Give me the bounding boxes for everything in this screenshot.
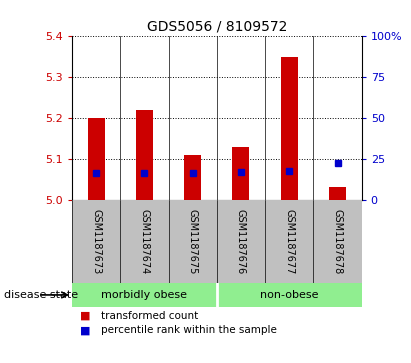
- Text: transformed count: transformed count: [101, 311, 198, 321]
- Bar: [281, 57, 298, 200]
- Text: GSM1187675: GSM1187675: [188, 209, 198, 274]
- Text: percentile rank within the sample: percentile rank within the sample: [101, 325, 277, 335]
- Text: morbidly obese: morbidly obese: [102, 290, 187, 300]
- Bar: [136, 110, 153, 200]
- Bar: [329, 187, 346, 200]
- Text: non-obese: non-obese: [260, 290, 319, 300]
- Text: GSM1187673: GSM1187673: [91, 209, 101, 274]
- Text: GSM1187676: GSM1187676: [236, 209, 246, 274]
- Bar: [233, 147, 249, 200]
- Title: GDS5056 / 8109572: GDS5056 / 8109572: [147, 20, 287, 34]
- Text: disease state: disease state: [4, 290, 78, 300]
- Text: GSM1187677: GSM1187677: [284, 209, 294, 274]
- Text: ■: ■: [80, 311, 91, 321]
- Text: GSM1187678: GSM1187678: [332, 209, 342, 274]
- Text: GSM1187674: GSM1187674: [139, 209, 149, 274]
- Bar: [88, 118, 104, 200]
- Text: ■: ■: [80, 325, 91, 335]
- Bar: [184, 155, 201, 200]
